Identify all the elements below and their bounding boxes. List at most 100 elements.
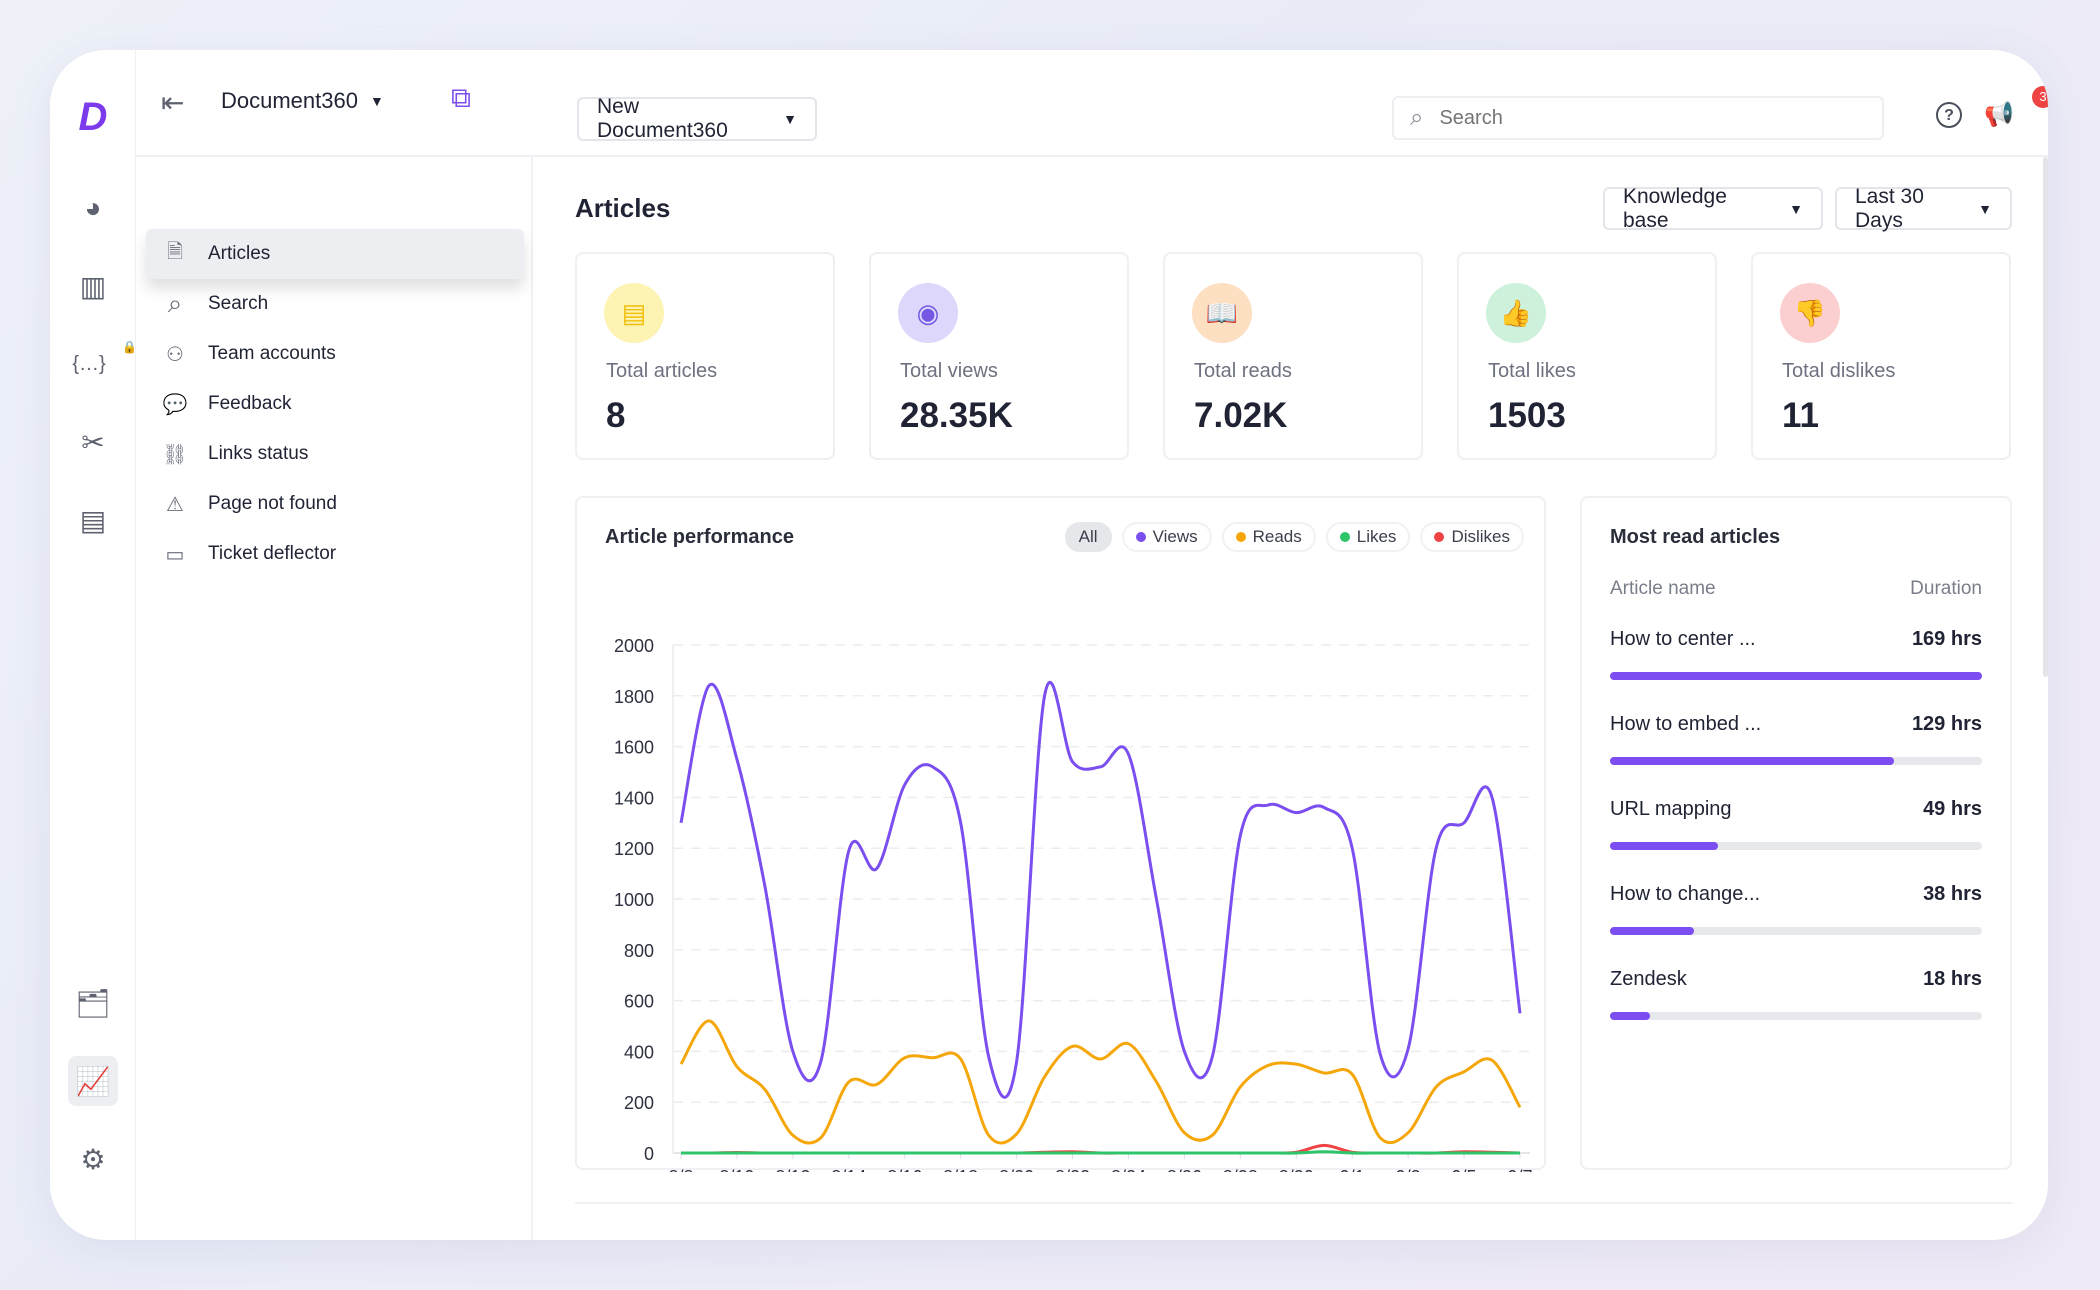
- x-tick-label: 8/8: [668, 1167, 693, 1172]
- workspace-switcher[interactable]: Document360 ▼: [221, 88, 384, 114]
- x-tick-label: 9/3: [1396, 1167, 1421, 1172]
- stat-card: ▤ Total articles 8: [575, 252, 835, 460]
- most-read-title: Most read articles: [1610, 526, 1781, 548]
- x-tick-label: 8/28: [1223, 1167, 1258, 1172]
- sidebar-item-ticket-deflector[interactable]: ▭ Ticket deflector: [146, 529, 524, 579]
- list-item[interactable]: How to center ... 169 hrs: [1610, 628, 1982, 684]
- most-read-card: Most read articles Article name Duration…: [1580, 496, 2012, 1170]
- sidebar-item-team-accounts[interactable]: ⚇ Team accounts: [146, 329, 524, 379]
- y-tick-label: 200: [624, 1093, 654, 1113]
- dashboard-icon[interactable]: ◕: [84, 192, 102, 223]
- line-chart: 0 200 400 600 800 1000 1200 1400 1600 1800 2000 8/8…: [614, 636, 1533, 1172]
- sidebar-item-articles[interactable]: 🗎 Articles: [146, 229, 524, 279]
- filter-likes[interactable]: Likes: [1325, 522, 1411, 552]
- filter-all[interactable]: All: [1064, 522, 1112, 552]
- filter-label: Reads: [1252, 527, 1302, 546]
- open-book-icon: 📖: [1192, 283, 1252, 343]
- sidebar-item-page-not-found[interactable]: ⚠ Page not found: [146, 479, 524, 529]
- external-link-icon[interactable]: ⧉: [451, 82, 471, 113]
- legend-dot: [1135, 532, 1146, 542]
- project-select-label: New Document360: [597, 95, 728, 142]
- sidebar-item-links-status[interactable]: ⛓ Links status: [146, 429, 524, 479]
- scope-select[interactable]: Knowledge base ▼: [1603, 185, 1823, 232]
- list-item[interactable]: How to change... 38 hrs: [1610, 883, 1982, 939]
- y-tick-label: 1600: [614, 738, 654, 758]
- progress-fill: [1610, 1012, 1650, 1020]
- settings-icon[interactable]: ⚙: [80, 1143, 106, 1175]
- stat-label: Total dislikes: [1782, 360, 1896, 382]
- stat-value: 8: [606, 396, 626, 435]
- list-item[interactable]: How to embed ... 129 hrs: [1610, 713, 1982, 769]
- thumbs-down-icon: 👎: [1780, 283, 1840, 343]
- sidebar-item-label: Search: [208, 293, 269, 314]
- newspaper-icon: ▤: [604, 283, 664, 343]
- filter-label: Likes: [1356, 527, 1397, 546]
- article-duration: 129 hrs: [1911, 713, 1982, 735]
- list-item[interactable]: Zendesk 18 hrs: [1610, 968, 1982, 1024]
- y-tick-label: 0: [644, 1144, 654, 1164]
- add-folder-icon[interactable]: 🗂: [75, 987, 111, 1019]
- date-range-select[interactable]: Last 30 Days ▼: [1835, 185, 2012, 232]
- divider: [575, 1202, 2012, 1204]
- chart-title: Article performance: [605, 526, 794, 548]
- page-title: Articles: [575, 193, 671, 223]
- sidebar-item-feedback[interactable]: 💬 Feedback: [146, 379, 524, 429]
- stat-value: 28.35K: [900, 396, 1013, 435]
- article-name: How to embed ...: [1610, 713, 1762, 735]
- sidebar-item-label: Team accounts: [208, 343, 336, 364]
- scrollbar[interactable]: [2043, 157, 2048, 677]
- legend-dot: [1434, 532, 1445, 542]
- list-item[interactable]: URL mapping 49 hrs: [1610, 798, 1982, 854]
- stat-card: ◉ Total views 28.35K: [869, 252, 1129, 460]
- collapse-menu-icon[interactable]: ⇤: [161, 87, 185, 118]
- y-tick-label: 1800: [614, 687, 654, 707]
- tools-icon[interactable]: ✂: [81, 426, 105, 458]
- workspace-name: Document360: [221, 88, 358, 113]
- help-icon[interactable]: ?: [1936, 102, 1962, 128]
- thumbs-up-icon: 👍: [1486, 283, 1546, 343]
- progress-fill: [1610, 672, 1982, 680]
- project-select[interactable]: New Document360 ▼: [577, 95, 817, 142]
- article-name: URL mapping: [1610, 798, 1732, 820]
- sidebar-item-label: Page not found: [208, 493, 337, 514]
- filter-dislikes[interactable]: Dislikes: [1420, 522, 1524, 552]
- progress-fill: [1610, 757, 1894, 765]
- document360-logo-icon[interactable]: D: [78, 94, 108, 139]
- y-tick-label: 1200: [614, 839, 654, 859]
- filter-views[interactable]: Views: [1121, 522, 1212, 552]
- progress-track: [1610, 757, 1982, 765]
- filter-label: Dislikes: [1451, 527, 1510, 546]
- y-tick-label: 1400: [614, 788, 654, 808]
- article-name: Zendesk: [1610, 968, 1687, 990]
- warning-icon: ⚠: [166, 493, 184, 516]
- y-tick-label: 400: [624, 1042, 654, 1062]
- notification-badge: 3: [2032, 86, 2048, 108]
- series-line-reads: [679, 1019, 1522, 1145]
- legend-dot: [1235, 532, 1246, 542]
- col-duration: Duration: [1910, 578, 1982, 599]
- series-filter-group: All Views Reads Likes Dislikes: [1055, 522, 1524, 552]
- filter-label: Views: [1152, 527, 1198, 546]
- series-line-likes: [681, 1150, 1520, 1155]
- filter-reads[interactable]: Reads: [1221, 522, 1316, 552]
- eye-icon: ◉: [898, 283, 958, 343]
- sidebar-item-search[interactable]: ⌕ Search: [146, 279, 524, 329]
- caret-down-icon: ▼: [1978, 200, 1992, 217]
- y-tick-label: 2000: [614, 636, 654, 656]
- progress-fill: [1610, 927, 1694, 935]
- library-icon[interactable]: ▥: [79, 270, 107, 302]
- search-input[interactable]: [1439, 106, 1840, 130]
- caret-down-icon: ▼: [1789, 200, 1803, 217]
- broken-link-icon: ⛓: [162, 443, 188, 466]
- sidebar-item-label: Links status: [208, 443, 309, 464]
- search-box[interactable]: ⌕: [1392, 96, 1884, 140]
- announcement-icon[interactable]: 📢: [1984, 101, 2014, 128]
- sidebar-item-label: Feedback: [208, 393, 292, 414]
- analytics-icon[interactable]: 📈: [68, 1056, 118, 1106]
- api-icon[interactable]: {…}: [72, 352, 106, 375]
- search-icon: ⌕: [1410, 104, 1424, 131]
- stat-card: 👎 Total dislikes 11: [1751, 252, 2011, 460]
- progress-track: [1610, 927, 1982, 935]
- search-icon: ⌕: [167, 288, 183, 318]
- drive-icon[interactable]: ▤: [79, 504, 107, 536]
